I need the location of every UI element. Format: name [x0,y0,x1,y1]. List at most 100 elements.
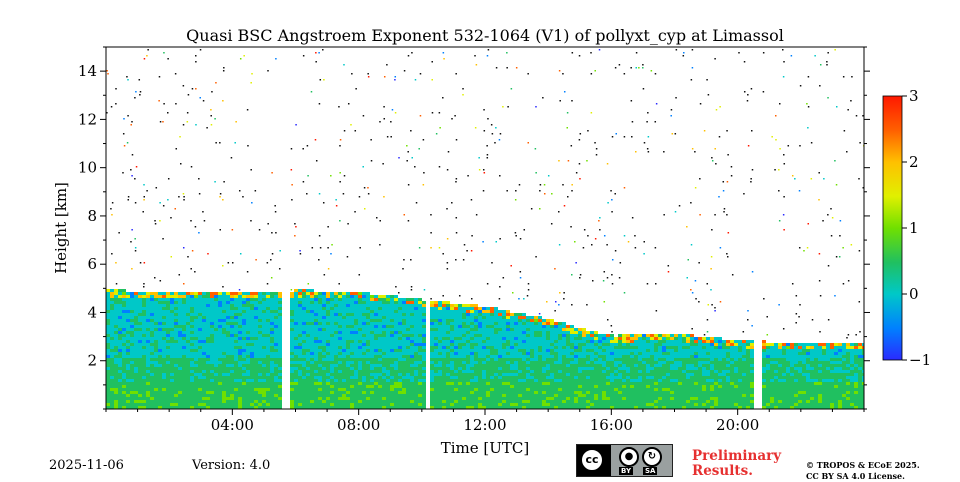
heatmap-cell [398,391,402,394]
heatmap-cell [130,352,134,355]
heatmap-cell [158,340,162,343]
heatmap-cell [590,406,594,409]
heatmap-cell [466,316,470,319]
heatmap-cell [378,394,382,397]
heatmap-cell [358,364,362,367]
heatmap-cell [506,385,510,388]
heatmap-cell [170,331,174,334]
heatmap-cell [106,358,110,361]
heatmap-cell [522,379,526,382]
heatmap-cell [570,361,574,364]
noise-point [115,283,118,285]
heatmap-cell [474,391,478,394]
heatmap-cell [474,358,478,361]
heatmap-cell [494,325,498,328]
heatmap-cell [482,343,486,346]
heatmap-cell [462,403,466,406]
heatmap-cell [402,316,406,319]
heatmap-cell [222,328,226,331]
heatmap-cell [226,313,230,316]
noise-point [163,103,165,105]
noise-point [474,55,476,57]
heatmap-cell [606,397,610,400]
heatmap-cell [558,355,562,358]
heatmap-cell [290,328,294,331]
heatmap-cell [558,334,562,337]
noise-point [571,52,574,54]
heatmap-cell [186,376,190,379]
heatmap-cell [334,361,338,364]
heatmap-cell [382,337,386,340]
heatmap-cell [378,376,382,379]
noise-point [131,229,133,231]
heatmap-cell [374,355,378,358]
noise-point [431,61,433,63]
noise-point [362,166,364,168]
heatmap-cell [238,298,242,301]
heatmap-cell [166,406,170,409]
heatmap-cell [366,355,370,358]
heatmap-cell [450,355,454,358]
heatmap-cell [318,319,322,322]
heatmap-cell [442,382,446,385]
noise-point [131,268,133,270]
heatmap-cell [462,349,466,352]
heatmap-cell [302,400,306,403]
heatmap-cell [398,328,402,331]
heatmap-cell [534,340,538,343]
heatmap-cell [598,385,602,388]
heatmap-cell [378,379,382,382]
heatmap-cell [190,382,194,385]
heatmap-cell [442,337,446,340]
heatmap-cell [546,346,550,349]
heatmap-cell [142,325,146,328]
heatmap-cell [350,325,354,328]
heatmap-cell [574,388,578,391]
heatmap-cell [486,328,490,331]
heatmap-cell [498,316,502,319]
heatmap-cell [258,319,262,322]
heatmap-cell [186,310,190,313]
heatmap-cell [182,406,186,409]
noise-point [455,232,458,234]
heatmap-cell [318,388,322,391]
heatmap-cell [514,316,518,319]
heatmap-cell [182,367,186,370]
heatmap-cell [214,406,218,409]
heatmap-cell [410,388,414,391]
heatmap-cell [558,376,562,379]
noise-point [551,193,553,195]
heatmap-cell [466,385,470,388]
heatmap-cell [474,388,478,391]
heatmap-cell [414,328,418,331]
heatmap-cell [158,394,162,397]
heatmap-cell [106,406,110,409]
heatmap-cell [258,295,262,298]
heatmap-cell [298,310,302,313]
heatmap-cell [146,349,150,352]
heatmap-cell [486,406,490,409]
heatmap-cell [226,325,230,328]
heatmap-cell [142,400,146,403]
heatmap-cell [318,328,322,331]
heatmap-cell [554,397,558,400]
heatmap-cell [570,340,574,343]
heatmap-cell [474,361,478,364]
heatmap-cell [398,334,402,337]
heatmap-cell [438,361,442,364]
heatmap-cell [466,328,470,331]
noise-point [127,199,130,201]
heatmap-cell [222,337,226,340]
heatmap-cell [490,310,494,313]
heatmap-cell [394,406,398,409]
heatmap-cell [438,391,442,394]
noise-point [243,55,245,57]
heatmap-cell [182,385,186,388]
heatmap-cell [398,406,402,409]
heatmap-cell [506,325,510,328]
heatmap-cell [482,334,486,337]
heatmap-cell [398,400,402,403]
heatmap-cell [174,382,178,385]
heatmap-cell [218,373,222,376]
noise-point [498,298,501,300]
